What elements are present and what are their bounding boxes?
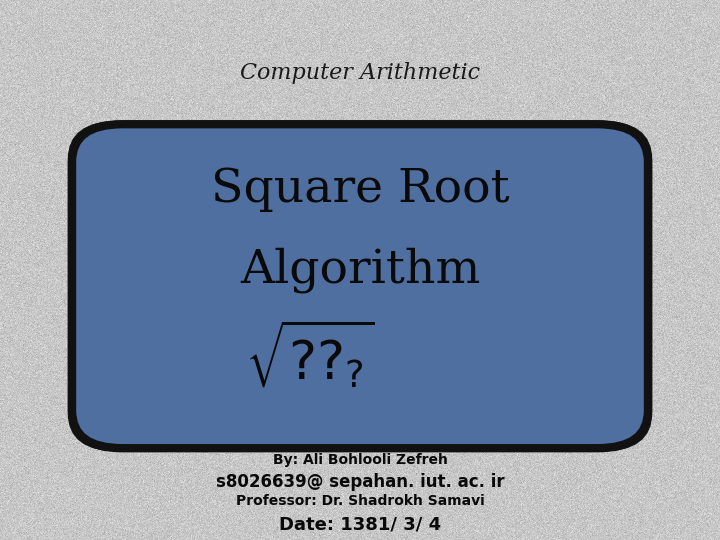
- Text: Professor: Dr. Shadrokh Samavi: Professor: Dr. Shadrokh Samavi: [235, 494, 485, 508]
- FancyBboxPatch shape: [68, 122, 652, 451]
- Text: $\sqrt{??_{?}}$: $\sqrt{??_{?}}$: [245, 318, 374, 390]
- Text: Algorithm: Algorithm: [240, 247, 480, 293]
- Text: Computer Arithmetic: Computer Arithmetic: [240, 62, 480, 84]
- Text: s8026639@ sepahan. iut. ac. ir: s8026639@ sepahan. iut. ac. ir: [216, 472, 504, 491]
- FancyBboxPatch shape: [72, 124, 648, 448]
- Text: By: Ali Bohlooli Zefreh: By: Ali Bohlooli Zefreh: [273, 453, 447, 467]
- Text: Date: 1381/ 3/ 4: Date: 1381/ 3/ 4: [279, 516, 441, 534]
- Text: Square Root: Square Root: [211, 166, 509, 212]
